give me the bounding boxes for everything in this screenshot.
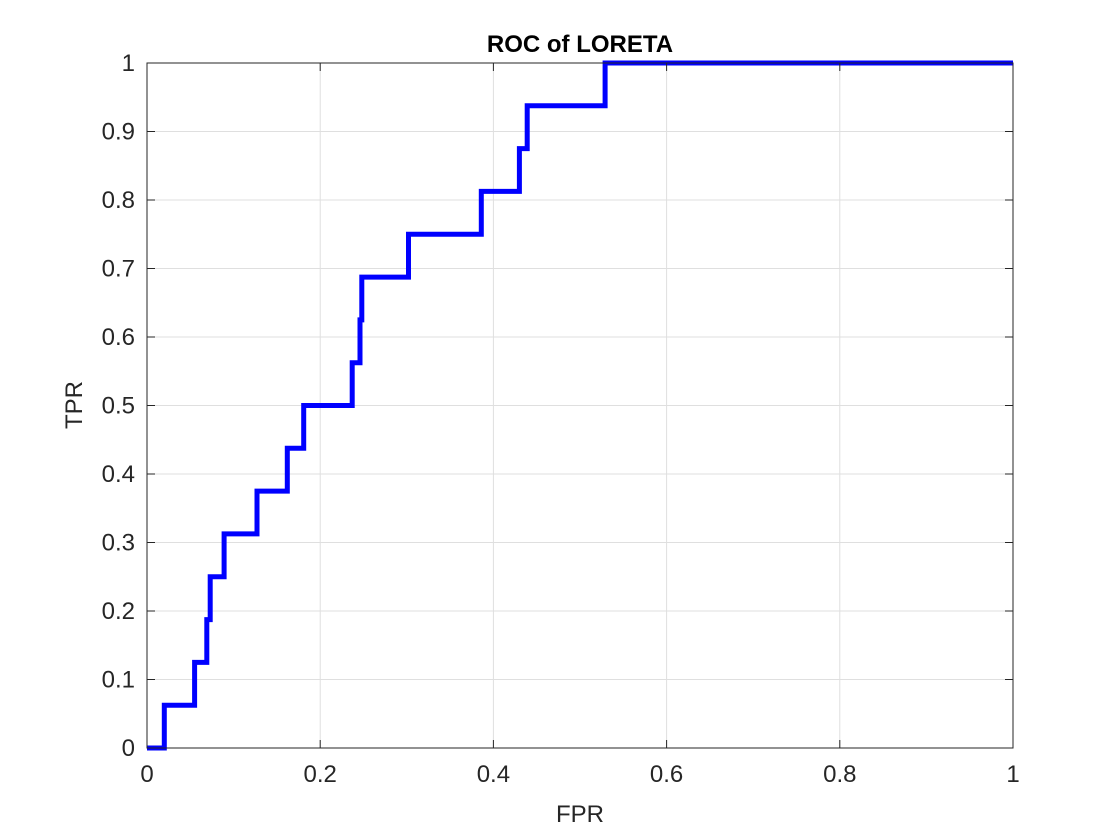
y-axis-label: TPR bbox=[61, 381, 88, 429]
y-tick-label: 0.6 bbox=[102, 324, 135, 351]
y-tick-label: 0.1 bbox=[102, 667, 135, 694]
y-tick-label: 0.9 bbox=[102, 119, 135, 146]
x-axis-label: FPR bbox=[556, 801, 604, 828]
ticks bbox=[146, 62, 1014, 749]
roc-series-line bbox=[147, 60, 1013, 751]
x-tick-label: 1 bbox=[1006, 761, 1019, 788]
x-tick-label: 0.4 bbox=[477, 761, 510, 788]
y-tick-label: 0 bbox=[122, 735, 135, 762]
x-tick-label: 0.6 bbox=[650, 761, 683, 788]
y-tick-label: 0.4 bbox=[102, 461, 135, 488]
y-tick-label: 0.8 bbox=[102, 187, 135, 214]
y-tick-labels: 0 0.1 0.2 0.3 0.4 0.5 0.6 0.7 0.8 0.9 1 bbox=[102, 50, 135, 762]
y-tick-label: 0.2 bbox=[102, 598, 135, 625]
chart-title: ROC of LORETA bbox=[487, 31, 673, 58]
y-tick-label: 0.3 bbox=[102, 530, 135, 557]
x-tick-label: 0 bbox=[140, 761, 153, 788]
x-tick-label: 0.8 bbox=[823, 761, 856, 788]
x-tick-labels: 0 0.2 0.4 0.6 0.8 1 bbox=[140, 761, 1019, 788]
y-tick-label: 1 bbox=[122, 50, 135, 77]
y-tick-label: 0.7 bbox=[102, 256, 135, 283]
y-tick-label: 0.5 bbox=[102, 393, 135, 420]
x-tick-label: 0.2 bbox=[304, 761, 337, 788]
